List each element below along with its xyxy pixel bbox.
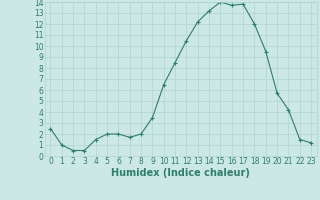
X-axis label: Humidex (Indice chaleur): Humidex (Indice chaleur) bbox=[111, 168, 250, 178]
